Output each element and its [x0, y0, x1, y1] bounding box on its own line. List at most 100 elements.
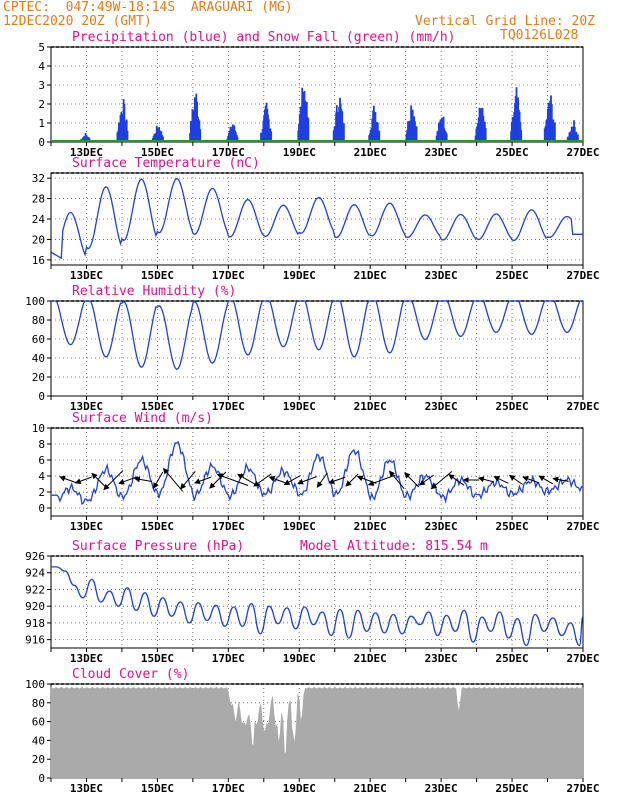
- wind-direction-arrow: [194, 476, 212, 485]
- wind-direction-arrow: [180, 470, 196, 490]
- x-tick-label: 19DEC: [283, 782, 316, 795]
- grid-line-note: Vertical Grid Line: 20Z: [415, 14, 596, 29]
- y-tick-label: 80: [32, 697, 45, 710]
- wind-direction-arrow: [508, 474, 523, 485]
- x-tick-label: 13DEC: [70, 269, 103, 282]
- x-tick-label: 13DEC: [70, 400, 103, 413]
- precip-bar: [236, 136, 239, 142]
- x-tick-label: 27DEC: [566, 269, 599, 282]
- x-tick-label: 27DEC: [566, 146, 599, 159]
- wind-direction-arrow: [133, 476, 152, 483]
- panel-title: Surface Wind (m/s): [72, 411, 213, 426]
- x-tick-label: 15DEC: [141, 269, 174, 282]
- model-code: TQ0126L028: [500, 28, 579, 43]
- y-tick-label: 918: [25, 617, 45, 630]
- wind-direction-arrow: [430, 471, 453, 490]
- x-tick-label: 17DEC: [212, 520, 245, 533]
- wind-direction-arrow: [103, 470, 124, 491]
- y-tick-label: 28: [32, 193, 45, 206]
- y-tick-label: 60: [32, 333, 45, 346]
- y-tick-label: 80: [32, 314, 45, 327]
- y-tick-label: 926: [25, 550, 45, 563]
- x-tick-label: 19DEC: [283, 269, 316, 282]
- x-tick-label: 15DEC: [141, 520, 174, 533]
- x-tick-label: 17DEC: [212, 652, 245, 665]
- wind-direction-arrow: [74, 476, 92, 485]
- y-tick-label: 0: [38, 390, 45, 403]
- x-tick-label: 23DEC: [425, 652, 458, 665]
- y-tick-label: 920: [25, 600, 45, 613]
- x-tick-label: 21DEC: [354, 269, 387, 282]
- pressure-line: [51, 566, 584, 647]
- x-tick-label: 25DEC: [496, 520, 529, 533]
- x-tick-label: 13DEC: [70, 520, 103, 533]
- y-tick-label: 40: [32, 352, 45, 365]
- y-tick-label: 8: [38, 438, 45, 451]
- y-tick-label: 3: [38, 79, 45, 92]
- y-tick-label: 100: [25, 295, 45, 308]
- precip-bar: [577, 134, 579, 142]
- y-tick-label: 2: [38, 98, 45, 111]
- y-tick-label: 60: [32, 716, 45, 729]
- wind-direction-arrow: [493, 476, 509, 484]
- x-tick-label: 15DEC: [141, 652, 174, 665]
- x-tick-label: 13DEC: [70, 652, 103, 665]
- wind-direction-arrow: [162, 467, 184, 492]
- wind-direction-arrow: [268, 475, 286, 484]
- y-tick-label: 32: [32, 172, 45, 185]
- y-tick-label: 4: [38, 60, 45, 73]
- x-tick-label: 21DEC: [354, 146, 387, 159]
- precip-bar: [484, 128, 487, 142]
- precip-bar: [445, 133, 448, 142]
- wind-direction-arrow: [538, 475, 554, 485]
- wind-speed-line: [51, 440, 584, 506]
- wind-direction-arrow: [283, 474, 301, 486]
- x-tick-label: 17DEC: [212, 782, 245, 795]
- wind-direction-arrow: [448, 474, 465, 486]
- x-tick-label: 25DEC: [496, 782, 529, 795]
- wind-direction-arrow: [356, 475, 377, 484]
- x-tick-label: 17DEC: [212, 269, 245, 282]
- wind-direction-arrow: [216, 473, 249, 486]
- y-tick-label: 20: [32, 233, 45, 246]
- precip-bar: [125, 119, 128, 142]
- y-tick-label: 2: [38, 486, 45, 499]
- x-tick-label: 25DEC: [496, 400, 529, 413]
- wind-direction-arrow: [297, 476, 317, 485]
- chart-precipitation-frame: [50, 46, 584, 143]
- wind-direction-arrow: [418, 474, 434, 486]
- y-tick-label: 1: [38, 117, 45, 130]
- temperature-line: [50, 177, 583, 260]
- x-tick-label: 19DEC: [283, 652, 316, 665]
- y-tick-label: 5: [38, 41, 45, 54]
- y-tick-label: 24: [32, 213, 46, 226]
- wind-direction-arrow: [552, 476, 569, 483]
- wind-direction-arrow: [345, 473, 359, 487]
- x-tick-label: 23DEC: [425, 400, 458, 413]
- y-tick-label: 924: [25, 567, 45, 580]
- x-tick-label: 15DEC: [141, 782, 174, 795]
- wind-direction-arrow: [59, 475, 78, 484]
- precip-bar: [270, 131, 273, 142]
- x-tick-label: 27DEC: [566, 782, 599, 795]
- y-tick-label: 40: [32, 734, 45, 747]
- x-tick-label: 27DEC: [566, 520, 599, 533]
- wind-direction-arrow: [328, 476, 346, 485]
- y-tick-label: 0: [38, 502, 45, 515]
- wind-direction-arrow: [316, 472, 328, 488]
- wind-direction-arrow: [388, 470, 405, 490]
- y-tick-label: 4: [38, 470, 45, 483]
- x-tick-label: 15DEC: [141, 146, 174, 159]
- precip-bar: [199, 129, 202, 142]
- x-tick-label: 13DEC: [70, 146, 103, 159]
- x-tick-label: 19DEC: [283, 400, 316, 413]
- wind-direction-arrow: [91, 472, 106, 487]
- precip-bar: [307, 118, 310, 142]
- x-tick-label: 17DEC: [212, 400, 245, 413]
- x-tick-label: 27DEC: [566, 652, 599, 665]
- precip-bar: [415, 126, 418, 142]
- chart-pressure-frame: [50, 555, 584, 649]
- panel-title: Relative Humidity (%): [72, 284, 236, 299]
- y-tick-label: 10: [32, 422, 45, 435]
